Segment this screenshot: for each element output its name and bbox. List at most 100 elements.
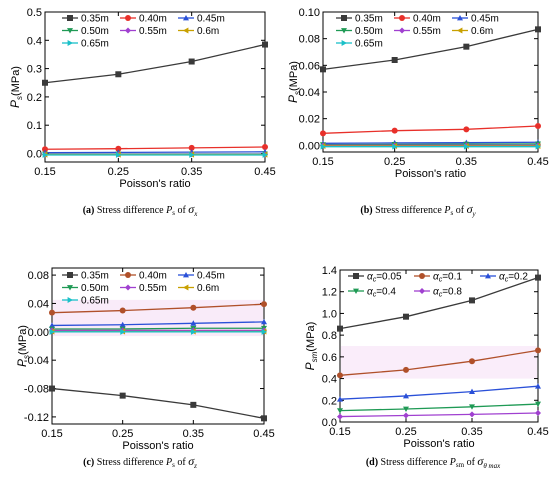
data-point	[337, 372, 343, 379]
data-point	[337, 325, 343, 332]
y-tick-label: -0.12	[24, 412, 49, 424]
chart-panel-3: -0.12 -0.08 -0.04 0.00 0.04 0.08 0.15 0.25 0.35 0…	[15, 267, 275, 470]
x-axis-label: Poisson's ratio	[122, 440, 193, 452]
data-point	[49, 309, 55, 316]
data-point	[190, 328, 197, 335]
legend-item: 0.45m	[452, 14, 499, 25]
legend-marker	[353, 288, 359, 294]
y-axis-label: Ps(MPa)	[286, 61, 302, 103]
data-point	[403, 366, 409, 373]
data-point	[119, 321, 126, 328]
y-tick-label: 0.2	[322, 395, 337, 407]
y-tick-label: 0.06	[299, 60, 320, 72]
legend-label: 0.45m	[471, 14, 499, 25]
legend-marker	[183, 15, 189, 21]
legend-item: 0.35m	[62, 14, 109, 25]
legend-marker	[125, 15, 131, 21]
series-line	[339, 412, 539, 418]
data-point	[261, 318, 267, 325]
x-tick-label: 0.35	[183, 428, 204, 440]
legend-item: 0.35m	[336, 14, 383, 25]
data-point	[391, 57, 398, 63]
y-axis-label: Psm(MPa)	[303, 322, 319, 371]
series-1	[320, 26, 541, 73]
legend-label: 0.55m	[139, 26, 167, 37]
data-point	[190, 401, 197, 408]
legend-item: 0.65m	[62, 296, 109, 307]
legend-item: 0.50m	[62, 283, 109, 294]
data-point	[403, 406, 409, 412]
legend-marker	[125, 284, 131, 291]
series-3	[337, 383, 541, 402]
data-point	[119, 392, 126, 399]
legend-label: 0.50m	[81, 26, 109, 37]
data-point	[49, 322, 55, 328]
legend-label: 0.50m	[81, 283, 109, 294]
x-tick-label: 0.15	[41, 428, 62, 440]
y-tick-label: 0.08	[28, 270, 49, 282]
legend-label: 0.45m	[197, 271, 225, 282]
data-point	[49, 385, 55, 392]
plot-frame	[339, 269, 539, 423]
legend-label: 0.40m	[139, 271, 167, 282]
legend-marker	[353, 273, 359, 279]
series-7	[320, 143, 541, 150]
series-line	[339, 349, 539, 376]
data-point	[262, 41, 268, 48]
legend-label: 0.50m	[355, 26, 383, 37]
series-line	[322, 28, 539, 70]
series-line	[51, 321, 265, 327]
legend-marker	[183, 27, 189, 34]
series-7	[42, 151, 268, 158]
data-point	[469, 358, 475, 365]
y-tick-label: 0.6	[322, 352, 337, 364]
series-2	[337, 347, 541, 379]
y-tick-label: 0.0	[322, 417, 337, 429]
legend-item: αc=0.1	[414, 272, 462, 284]
legend-item: 0.55m	[120, 26, 167, 37]
legend-marker	[419, 273, 425, 279]
legend: 0.35m 0.40m 0.45m 0.50m 0.55m 0.6m 0.65m	[62, 14, 225, 50]
y-tick-label: 0.4	[322, 374, 337, 386]
legend-marker	[183, 272, 189, 278]
panel-caption: (b) Stress difference Ps of σy	[360, 202, 476, 218]
data-point	[320, 130, 326, 137]
legend-item: αc=0.4	[348, 287, 396, 299]
series-1	[49, 385, 267, 422]
y-axis-label: Ps(MPa)	[15, 325, 31, 367]
series-3	[49, 318, 267, 328]
data-point	[463, 126, 470, 133]
highlight-band	[341, 346, 537, 379]
y-tick-label: -0.04	[24, 355, 49, 367]
chart-panel-4: 0.0 0.2 0.4 0.6 0.8 1.0 1.2 1.4 0.15 0.25 0.35 0.45…	[303, 265, 549, 470]
x-tick-label: 0.45	[254, 166, 275, 178]
data-point	[42, 151, 48, 158]
legend-marker	[399, 15, 405, 21]
legend-label: 0.6m	[197, 26, 219, 37]
legend-item: 0.50m	[336, 26, 383, 37]
legend-item: 0.65m	[336, 39, 383, 50]
panel-caption: (c) Stress difference Ps of σz	[83, 454, 197, 470]
x-tick-label: 0.25	[112, 428, 133, 440]
data-point	[535, 143, 541, 150]
legend-label: αc=0.05	[367, 272, 402, 284]
data-point	[189, 151, 195, 158]
panel-caption: (a) Stress difference Ps of σx	[83, 202, 199, 218]
y-tick-label: -0.08	[24, 384, 49, 396]
legend-marker	[67, 40, 73, 46]
x-tick-label: 0.45	[527, 156, 548, 168]
data-point	[190, 320, 197, 326]
x-tick-label: 0.45	[527, 426, 548, 438]
legend-label: 0.55m	[413, 26, 441, 37]
series-4	[337, 401, 541, 414]
y-tick-label: 0.08	[299, 34, 320, 46]
legend-item: αc=0.8	[414, 287, 462, 299]
data-point	[392, 143, 398, 150]
y-tick-label: 0.04	[28, 298, 49, 310]
y-tick-label: 1.0	[322, 308, 337, 320]
y-tick-label: 0.3	[27, 64, 42, 76]
data-point	[42, 79, 48, 86]
y-tick-label: 0.4	[27, 35, 42, 47]
series-line	[339, 403, 539, 412]
legend-label: 0.6m	[197, 283, 219, 294]
